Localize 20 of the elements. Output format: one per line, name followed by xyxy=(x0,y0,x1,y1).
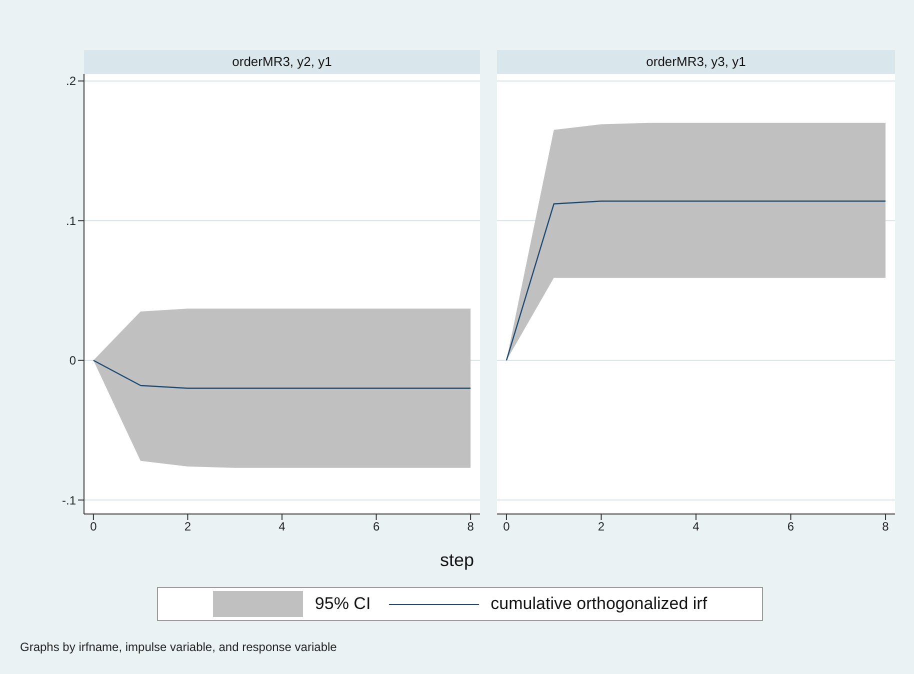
x-tick-label: 8 xyxy=(467,520,474,534)
chart-title: orderMR3, y2, y1 xyxy=(84,50,480,74)
x-tick-label: 8 xyxy=(882,520,890,534)
x-tick-label: 4 xyxy=(278,520,286,534)
x-tick-label: 2 xyxy=(598,520,605,534)
x-axis-title: step xyxy=(438,550,476,571)
text: cumulative orthogonalized irf xyxy=(490,594,708,614)
y-tick-label: .1 xyxy=(66,214,76,228)
text: Graphs by irfname, impulse variable, and response variable xyxy=(20,640,337,654)
x-tick-label: 0 xyxy=(90,520,98,534)
x-tick-label: 2 xyxy=(184,520,192,534)
chart-title: orderMR3, y3, y1 xyxy=(497,50,895,74)
text: 95% CI xyxy=(314,594,371,614)
x-tick-label: 6 xyxy=(372,520,380,534)
x-tick-label: 4 xyxy=(692,520,700,534)
x-tick-label: 6 xyxy=(787,520,794,534)
y-tick-label: 0 xyxy=(69,354,76,368)
y-tick-label: .2 xyxy=(66,74,76,88)
y-tick-label: -.1 xyxy=(62,493,76,508)
x-tick-label: 0 xyxy=(503,520,510,534)
